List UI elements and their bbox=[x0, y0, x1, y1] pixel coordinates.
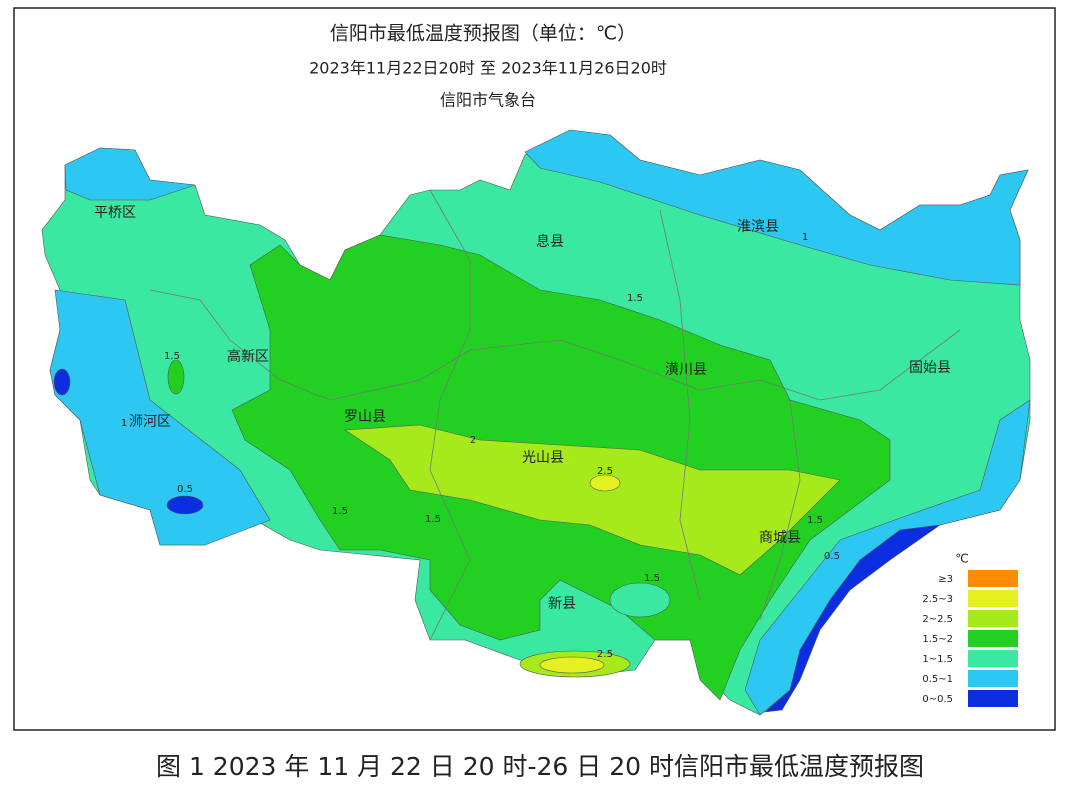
map-title: 信阳市最低温度预报图（单位：℃） bbox=[330, 23, 636, 45]
legend-label: 0~0.5 bbox=[922, 694, 953, 705]
region-label: 平桥区 bbox=[94, 205, 136, 221]
contour-label: 1 bbox=[121, 418, 127, 429]
legend: ≥3 2.5~3 2~2.5 1.5~2 1~1.5 0.5~1 0~0.5 bbox=[922, 570, 1018, 707]
legend-swatch bbox=[968, 670, 1018, 687]
zone bbox=[744, 399, 1031, 716]
county-border bbox=[149, 289, 961, 401]
zone bbox=[53, 368, 71, 396]
legend-label: ≥3 bbox=[938, 574, 953, 585]
zone bbox=[609, 582, 671, 618]
contour-label: 2 bbox=[470, 435, 476, 446]
zone bbox=[539, 656, 605, 674]
zone bbox=[764, 524, 941, 713]
region-label: 高新区 bbox=[227, 348, 269, 365]
contour-label: 1.5 bbox=[425, 514, 441, 525]
zone bbox=[166, 495, 204, 515]
legend-label: 2~2.5 bbox=[922, 614, 953, 625]
contour-label: 1.5 bbox=[627, 293, 643, 304]
region-label: 商城县 bbox=[759, 530, 801, 546]
region-label: 淮滨县 bbox=[737, 219, 779, 235]
caption: 图 1 2023 年 11 月 22 日 20 时-26 日 20 时信阳市最低… bbox=[156, 752, 924, 781]
contour-label: 0.5 bbox=[177, 484, 193, 495]
region-label: 潢川县 bbox=[665, 362, 707, 378]
county-border bbox=[429, 189, 471, 641]
agency: 信阳市气象台 bbox=[440, 91, 536, 110]
legend-swatch bbox=[968, 570, 1018, 587]
legend-swatch bbox=[968, 630, 1018, 647]
legend-swatch bbox=[968, 650, 1018, 667]
zone bbox=[589, 474, 621, 492]
county-border bbox=[759, 399, 801, 621]
zone bbox=[524, 129, 1029, 286]
legend-swatch bbox=[968, 690, 1018, 707]
region-label: 固始县 bbox=[909, 360, 951, 376]
period: 2023年11月22日20时 至 2023年11月26日20时 bbox=[309, 59, 667, 78]
contour-label: 1.5 bbox=[807, 515, 823, 526]
legend-swatch bbox=[968, 610, 1018, 627]
contour-label: 2.5 bbox=[597, 466, 613, 477]
region-label: 息县 bbox=[536, 233, 564, 250]
region-label: 浉河区 bbox=[129, 414, 171, 430]
contour-label: 1.5 bbox=[644, 573, 660, 584]
contour-label: 0.5 bbox=[824, 551, 840, 562]
legend-swatch bbox=[968, 590, 1018, 607]
contour-label: 1.5 bbox=[164, 351, 180, 362]
zone bbox=[64, 147, 196, 201]
legend-label: 1~1.5 bbox=[922, 654, 953, 665]
contour-label: 2.5 bbox=[597, 649, 613, 660]
zone bbox=[49, 289, 271, 546]
zone bbox=[344, 424, 841, 576]
legend-unit: ℃ bbox=[955, 552, 968, 566]
region-label: 罗山县 bbox=[344, 409, 386, 425]
map bbox=[41, 129, 1031, 716]
legend-label: 2.5~3 bbox=[922, 594, 953, 605]
county-border bbox=[659, 209, 701, 601]
legend-label: 0.5~1 bbox=[922, 674, 953, 685]
contour-label: 1 bbox=[802, 232, 808, 243]
region-label: 新县 bbox=[548, 596, 576, 612]
legend-label: 1.5~2 bbox=[922, 634, 953, 645]
contour-label: 1.5 bbox=[332, 506, 348, 517]
region-label: 光山县 bbox=[522, 450, 564, 466]
zone bbox=[167, 359, 185, 395]
